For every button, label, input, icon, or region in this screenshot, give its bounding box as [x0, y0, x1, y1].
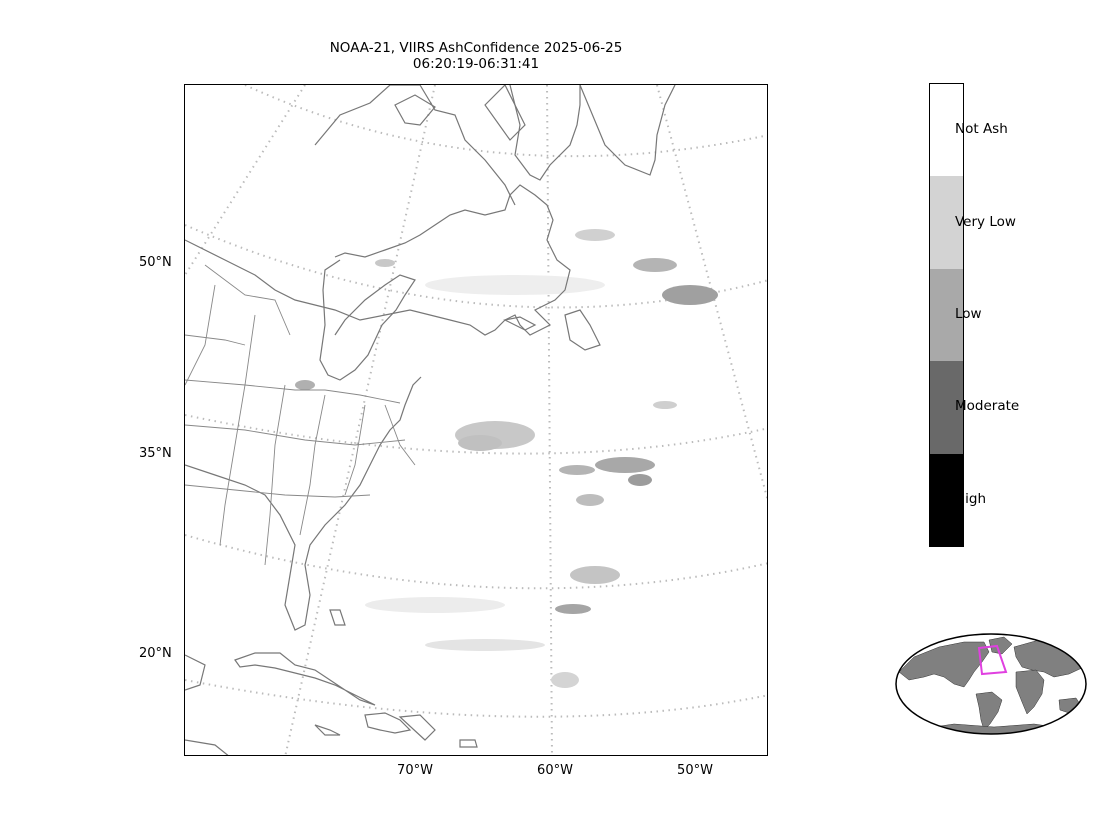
ash-patch: [653, 401, 677, 409]
state-border: [185, 334, 246, 346]
ash-patch: [633, 258, 677, 272]
ash-patch: [575, 229, 615, 241]
coastline: [459, 739, 478, 748]
graticule: [185, 85, 767, 755]
colorbar-segment-low: [930, 268, 963, 362]
coastline: [564, 309, 601, 351]
coastline: [484, 85, 526, 141]
coastline: [329, 609, 346, 626]
map-title: NOAA-21, VIIRS AshConfidence 2025-06-25 …: [184, 40, 768, 72]
state-border: [185, 424, 406, 446]
coastline: [234, 652, 376, 706]
greenland: [988, 636, 1013, 655]
coastline: [185, 654, 206, 691]
meridian-line: [284, 85, 436, 755]
coastline: [579, 85, 676, 176]
state-border: [299, 394, 326, 536]
ash-patch: [628, 474, 652, 486]
state-border: [185, 484, 371, 498]
meridian-line: [185, 85, 306, 276]
lat-label-20n: 20°N: [139, 646, 172, 661]
state-border: [185, 379, 401, 404]
state-border: [344, 404, 366, 496]
state-borders: [185, 264, 416, 566]
colorbar-segment-not-ash: [930, 84, 963, 177]
inset-highlight-box: [977, 644, 1008, 676]
colorbar-label-high: High: [955, 491, 987, 507]
state-border: [204, 264, 291, 336]
coastlines: [185, 85, 676, 755]
ash-patch: [425, 639, 545, 651]
coastline: [319, 259, 416, 381]
meridian-line: [546, 85, 553, 755]
ash-patch: [570, 566, 620, 584]
state-border: [264, 384, 286, 566]
lon-label-60w: 60°W: [537, 763, 573, 778]
state-border: [185, 284, 216, 386]
ash-patch: [295, 380, 315, 390]
coastline: [509, 85, 581, 181]
ash-detections: [295, 229, 718, 688]
state-border: [219, 314, 256, 546]
colorbar-label-very-low: Very Low: [955, 214, 1016, 230]
coastline: [185, 184, 571, 336]
ash-patch: [458, 435, 502, 451]
lon-label-50w: 50°W: [677, 763, 713, 778]
lat-label-35n: 35°N: [139, 446, 172, 461]
state-border: [384, 404, 416, 466]
colorbar-label-not-ash: Not Ash: [955, 121, 1008, 137]
ash-patch: [365, 597, 505, 613]
map-canvas: [185, 85, 767, 755]
locator-inset-map: [894, 632, 1090, 736]
coastline: [394, 94, 436, 126]
parallel-line: [244, 85, 767, 158]
coastline: [503, 316, 537, 331]
coastline: [398, 714, 436, 741]
parallel-line: [185, 534, 767, 590]
africa: [1015, 669, 1045, 715]
coastline: [185, 376, 422, 631]
ash-patch: [555, 604, 591, 614]
coastline: [364, 712, 412, 734]
inset-canvas: [895, 633, 1087, 735]
coastline: [314, 724, 341, 736]
colorbar-segment-very-low: [930, 176, 963, 269]
lat-label-50n: 50°N: [139, 255, 172, 270]
ash-patch: [559, 465, 595, 475]
ash-patch: [595, 457, 655, 473]
parallel-line: [185, 679, 767, 718]
ash-patch: [576, 494, 604, 506]
north-america: [898, 641, 990, 688]
coastline: [314, 85, 516, 206]
colorbar-label-low: Low: [955, 306, 982, 322]
ash-patch: [425, 275, 605, 295]
ash-patch: [662, 285, 718, 305]
lon-label-70w: 70°W: [397, 763, 433, 778]
ash-patch: [375, 259, 395, 267]
colorbar-segment-high: [930, 453, 963, 546]
map-title-line1: NOAA-21, VIIRS AshConfidence 2025-06-25: [329, 40, 623, 56]
coastline: [185, 739, 229, 755]
main-map[interactable]: [184, 84, 768, 756]
colorbar: [929, 83, 964, 547]
inset-outline: [895, 633, 1087, 735]
colorbar-segment-moderate: [930, 361, 963, 454]
ash-patch: [551, 672, 579, 688]
colorbar-label-moderate: Moderate: [955, 398, 1020, 414]
map-title-line2: 06:20:19-06:31:41: [412, 56, 540, 72]
south-america: [975, 691, 1003, 731]
